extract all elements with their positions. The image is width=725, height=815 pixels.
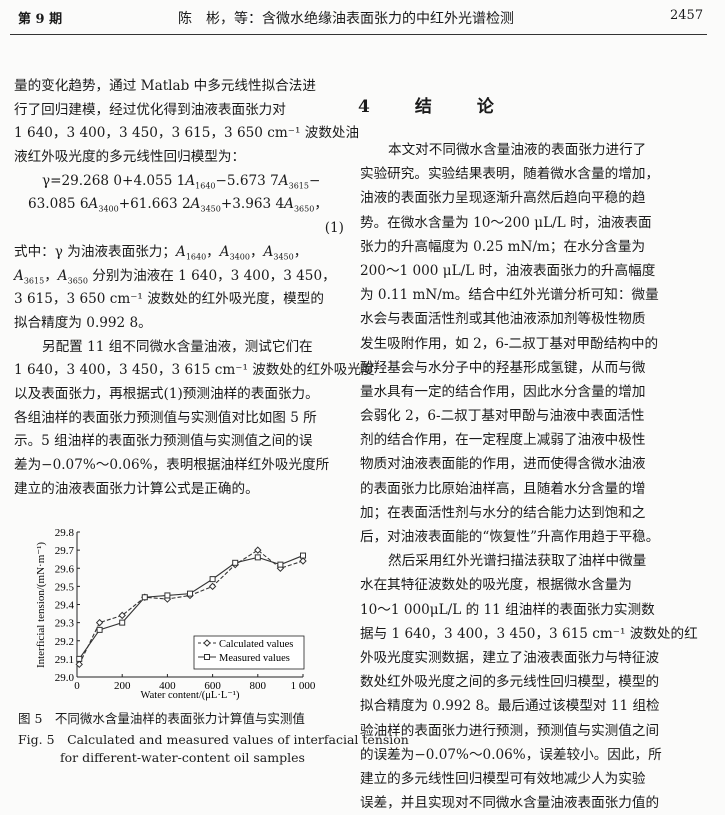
x-tick-label: 200 bbox=[114, 680, 131, 692]
figure-caption-en: Fig. 5 Calculated and measured values of… bbox=[18, 732, 409, 747]
text-line: 拟合精度为 0.992 8。 bbox=[14, 314, 152, 331]
y-tick-label: 29.0 bbox=[55, 672, 75, 684]
data-point-measured bbox=[164, 592, 171, 599]
text-line: 油液的表面张力呈现逐渐升高然后趋向平稳的趋 bbox=[360, 190, 646, 207]
legend: Calculated values Measured values bbox=[193, 635, 305, 670]
data-point-measured bbox=[254, 554, 261, 561]
data-point-measured bbox=[277, 561, 284, 568]
text-line: 以及表面张力，再根据式(1)预测油样的表面张力。 bbox=[14, 385, 319, 402]
y-tick-label: 29.7 bbox=[55, 545, 75, 557]
text-line: 10～1 000μL/L 的 11 组油样的表面张力实测数 bbox=[360, 601, 655, 618]
text-line: 的表面张力比原始油样高，且随着水分含量的增 bbox=[360, 480, 646, 497]
text-line: 的误差为−0.07%～0.06%，误差较小。因此，所 bbox=[360, 746, 662, 763]
data-point-calculated bbox=[118, 611, 126, 620]
y-tick-label: 29.8 bbox=[55, 527, 75, 539]
text-line: 后，对油液表面能的“恢复性”升高作用趋于平稳。 bbox=[360, 529, 660, 545]
y-tick-label: 29.6 bbox=[55, 563, 75, 575]
x-axis-label: Water content/(μL·L⁻¹) bbox=[141, 690, 240, 701]
text-line: 为 0.11 mN/m。结合中红外光谱分析可知：微量 bbox=[360, 287, 659, 304]
text-line: 建立的多元线性回归模型可有效地减少人为实验 bbox=[360, 770, 646, 787]
text-line: 液红外吸光度的多元线性回归模型为： bbox=[14, 149, 246, 166]
text-line: 水会与表面活性剂或其他油液添加剂等极性物质 bbox=[360, 311, 646, 328]
y-tick-label: 29.1 bbox=[55, 654, 74, 666]
text-line: 拟合精度为 0.992 8。最后通过该模型对 11 组检 bbox=[360, 698, 660, 715]
data-point-measured bbox=[119, 619, 126, 626]
data-point-measured bbox=[141, 594, 148, 601]
y-tick-label: 29.2 bbox=[55, 636, 74, 648]
text-line: 据与 1 640，3 400，3 450，3 615 cm⁻¹ 波数处的红 bbox=[360, 625, 698, 642]
equation-line: γ=29.268 0+4.055 1A1640−5.673 7A3615− bbox=[42, 172, 321, 191]
left-column: 量的变化趋势，通过 Matlab 中多元线性拟合法进 行了回归建模，经过优化得到… bbox=[14, 75, 375, 501]
text-line: 水在其特征波数处的吸光度，根据微水含量为 bbox=[360, 577, 632, 594]
right-column: 本文对不同微水含量油液的表面张力进行了实验研究。实验结果表明，随着微水含量的增加… bbox=[360, 138, 710, 815]
text-line: 实验研究。实验结果表明，随着微水含量的增加， bbox=[360, 166, 660, 183]
x-tick-label: 0 bbox=[74, 680, 80, 692]
data-point-measured bbox=[96, 626, 103, 633]
legend-calculated: Calculated values bbox=[219, 639, 293, 650]
x-tick-label: 400 bbox=[159, 680, 176, 692]
text-line: 1 640，3 400，3 450，3 615 cm⁻¹ 波数处的红外吸光度 bbox=[14, 362, 375, 379]
text-line: 量水具有一定的结合作用，因此水分含量的增加 bbox=[360, 383, 646, 400]
page-number: 2457 bbox=[670, 8, 704, 23]
data-point-calculated bbox=[75, 660, 83, 669]
figure-caption-cn: 图 5 不同微水含量油样的表面张力计算值与实测值 bbox=[18, 711, 305, 726]
text-line: A3615，A3650 分别为油液在 1 640，3 400，3 450， bbox=[14, 267, 336, 286]
text-line: 张力的升高幅度为 0.25 mN/m；在水分含量为 bbox=[360, 238, 646, 255]
figure-5-chart: 29.0 29.1 29.2 29.3 29.4 29.5 29.6 29.7 29.8 0 200… bbox=[35, 527, 316, 701]
text-line: 外吸光度实测数据，建立了油液表面张力与特征波 bbox=[360, 649, 660, 666]
text-line: 200～1 000 μL/L 时，油液表面张力的升高幅度 bbox=[360, 262, 656, 279]
header-rule bbox=[10, 34, 707, 35]
data-point-measured bbox=[232, 559, 239, 566]
data-point-calculated bbox=[208, 582, 217, 591]
data-point-measured bbox=[76, 655, 83, 662]
text-line: 1 640，3 400，3 450，3 615，3 650 cm⁻¹ 波数处油 bbox=[14, 125, 360, 142]
x-tick-label: 600 bbox=[204, 680, 221, 692]
data-point-measured bbox=[187, 590, 193, 597]
square-marker-icon bbox=[204, 654, 210, 660]
text-line: 建立的油液表面张力计算公式是正确的。 bbox=[14, 480, 259, 497]
text-line: 行了回归建模，经过优化得到油液表面张力对 bbox=[14, 101, 286, 118]
text-line: 误差，并且实现对不同微水含量油液表面张力值的 bbox=[360, 795, 660, 812]
text-line: 量的变化趋势，通过 Matlab 中多元线性拟合法进 bbox=[14, 78, 316, 94]
x-tick-label: 1 000 bbox=[291, 680, 316, 692]
data-point-calculated bbox=[254, 546, 262, 554]
diamond-marker-icon bbox=[203, 639, 211, 647]
data-point-calculated bbox=[95, 618, 104, 627]
text-line: 本文对不同微水含量油液的表面张力进行了 bbox=[388, 142, 647, 158]
text-line: 酚羟基会与水分子中的羟基形成氢键，从而与微 bbox=[360, 359, 646, 376]
data-point-measured bbox=[300, 552, 306, 559]
text-line: 验油样的表面张力进行预测，预测值与实测值之间 bbox=[360, 722, 660, 739]
text-line: 式中：γ 为油液表面张力；A1640，A3400，A3450， bbox=[14, 243, 308, 262]
text-line: 然后采用红外光谱扫描法获取了油样中微量 bbox=[388, 553, 647, 570]
text-line: 示。5 组油样的表面张力预测值与实测值之间的误 bbox=[14, 433, 313, 450]
text-line: 发生吸附作用，如 2，6-二叔丁基对甲酚结构中的 bbox=[360, 335, 659, 352]
text-line: 另配置 11 组不同微水含量油液，测试它们在 bbox=[42, 338, 313, 355]
legend-measured: Measured values bbox=[219, 653, 290, 664]
y-tick-label: 29.4 bbox=[55, 600, 75, 612]
text-line: 数处红外吸光度之间的多元线性回归模型，模型的 bbox=[360, 674, 660, 691]
equation-line: 63.085 6A3400+61.663 2A3450+3.963 4A3650… bbox=[28, 196, 328, 215]
data-point-measured bbox=[209, 576, 216, 583]
section-heading: 4 结 论 bbox=[358, 97, 508, 117]
equation-number: (1) bbox=[324, 220, 344, 237]
x-tick-label: 800 bbox=[250, 680, 267, 692]
text-line: 各组油样的表面张力预测值与实测值对比如图 5 所 bbox=[14, 409, 317, 426]
text-line: 势。在微水含量为 10～200 μL/L 时，油液表面 bbox=[360, 214, 652, 231]
y-axis-label: Interficial tension/(mN·m⁻¹) bbox=[35, 542, 47, 668]
text-line: 加；在表面活性剂与水分的结合能力达到饱和之 bbox=[360, 504, 646, 521]
data-point-calculated bbox=[299, 557, 307, 565]
chart-marks bbox=[75, 546, 307, 669]
chart-ticks: 29.0 29.1 29.2 29.3 29.4 29.5 29.6 29.7 29.8 0 200… bbox=[55, 527, 316, 692]
text-line: 剂的结合作用，在一定程度上减弱了油液中极性 bbox=[360, 432, 646, 449]
figure-caption-en-cont: for different-water-content oil samples bbox=[60, 750, 305, 765]
y-tick-label: 29.3 bbox=[55, 618, 75, 630]
issue-number: 第 9 期 bbox=[18, 12, 63, 27]
text-line: 会弱化 2，6-二叔丁基对甲酚与油液中表面活性 bbox=[360, 408, 645, 425]
y-tick-label: 29.5 bbox=[55, 581, 75, 593]
text-line: 3 615，3 650 cm⁻¹ 波数处的红外吸光度，模型的 bbox=[14, 291, 324, 308]
running-title: 陈 彬，等：含微水绝缘油表面张力的中红外光谱检测 bbox=[178, 11, 514, 27]
text-line: 差为−0.07%～0.06%，表明根据油样红外吸光度所 bbox=[14, 457, 330, 473]
text-line: 物质对油液表面能的作用，进而使得含微水油液 bbox=[360, 456, 646, 473]
